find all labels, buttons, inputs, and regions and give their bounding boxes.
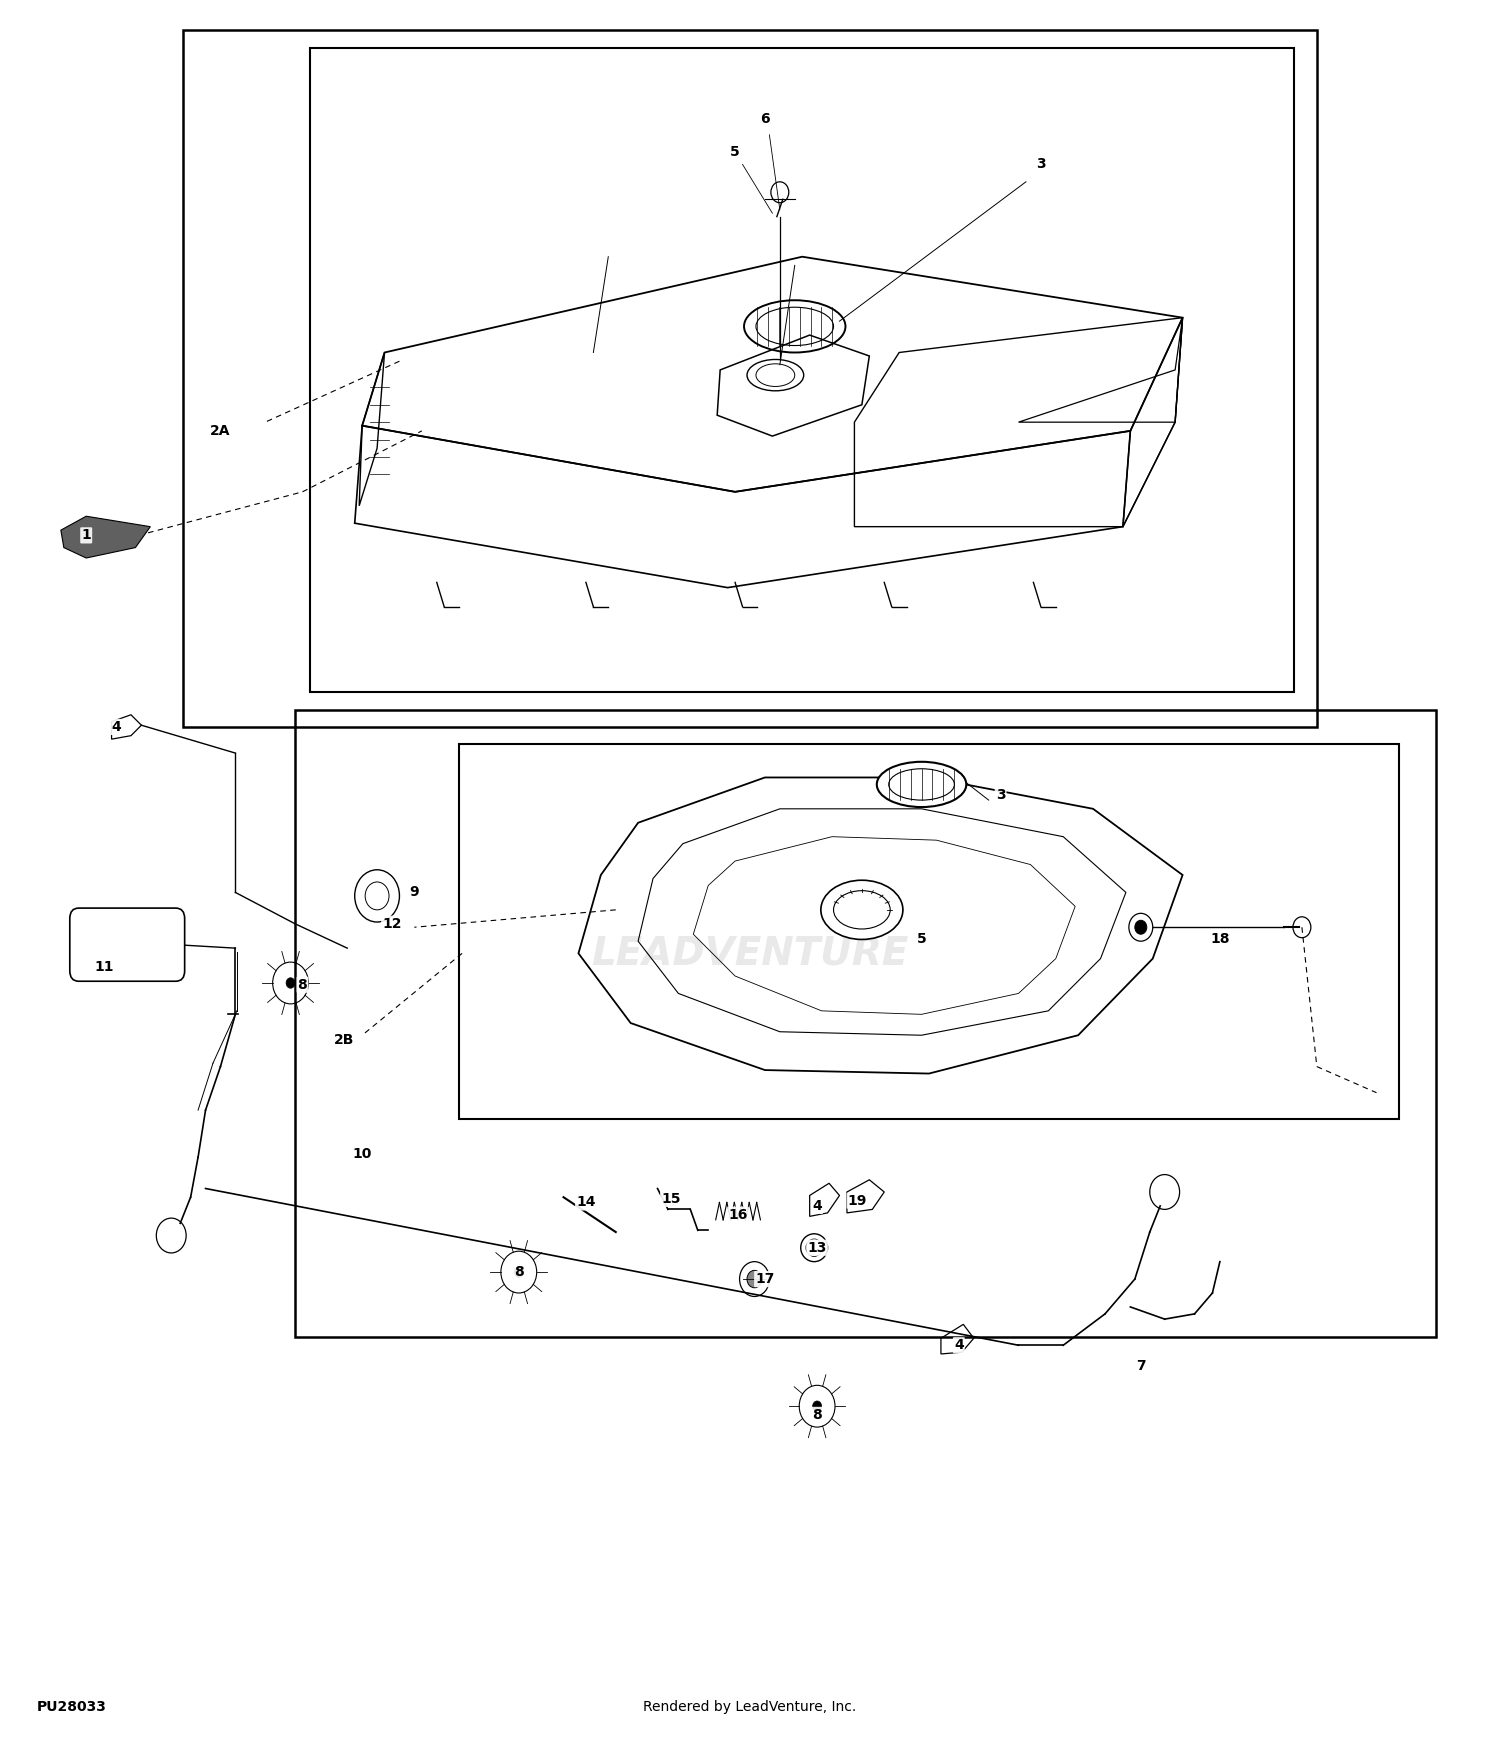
Circle shape	[813, 1402, 822, 1412]
Ellipse shape	[821, 880, 903, 940]
Text: 8: 8	[812, 1409, 822, 1423]
Text: 4: 4	[954, 1339, 963, 1353]
Text: 6: 6	[760, 112, 770, 126]
Text: 5: 5	[730, 145, 740, 159]
Bar	[310, 47, 1294, 691]
FancyBboxPatch shape	[70, 908, 184, 982]
Circle shape	[1136, 920, 1148, 934]
Ellipse shape	[878, 761, 966, 807]
Text: 9: 9	[410, 886, 419, 900]
Bar	[183, 30, 1317, 726]
Text: 3: 3	[1036, 158, 1046, 172]
Text: 5: 5	[916, 933, 927, 947]
Text: 2A: 2A	[210, 424, 231, 438]
Text: 18: 18	[1210, 933, 1230, 947]
Text: 17: 17	[754, 1272, 774, 1286]
Text: Rendered by LeadVenture, Inc.: Rendered by LeadVenture, Inc.	[644, 1701, 856, 1715]
Circle shape	[747, 1270, 762, 1288]
Circle shape	[514, 1267, 523, 1278]
Text: 15: 15	[662, 1192, 681, 1206]
Text: 2B: 2B	[334, 1034, 354, 1048]
Text: 16: 16	[729, 1208, 748, 1222]
Text: 4: 4	[812, 1199, 822, 1213]
Text: 8: 8	[297, 978, 307, 992]
Text: PU28033: PU28033	[38, 1701, 106, 1715]
Bar	[296, 709, 1436, 1337]
Text: 4: 4	[111, 719, 122, 733]
Text: 7: 7	[1136, 1360, 1146, 1374]
Circle shape	[286, 978, 296, 989]
Text: 8: 8	[514, 1265, 523, 1279]
Text: 19: 19	[847, 1194, 867, 1207]
Text: 1: 1	[81, 528, 92, 542]
Text: LEADVENTURE: LEADVENTURE	[591, 934, 909, 973]
Bar	[459, 744, 1400, 1118]
Text: 14: 14	[576, 1195, 596, 1209]
Text: 11: 11	[94, 961, 114, 975]
Polygon shape	[62, 516, 150, 558]
Text: 3: 3	[996, 788, 1005, 802]
Text: 13: 13	[807, 1241, 826, 1255]
Text: 10: 10	[352, 1146, 372, 1160]
Text: 12: 12	[382, 917, 402, 931]
